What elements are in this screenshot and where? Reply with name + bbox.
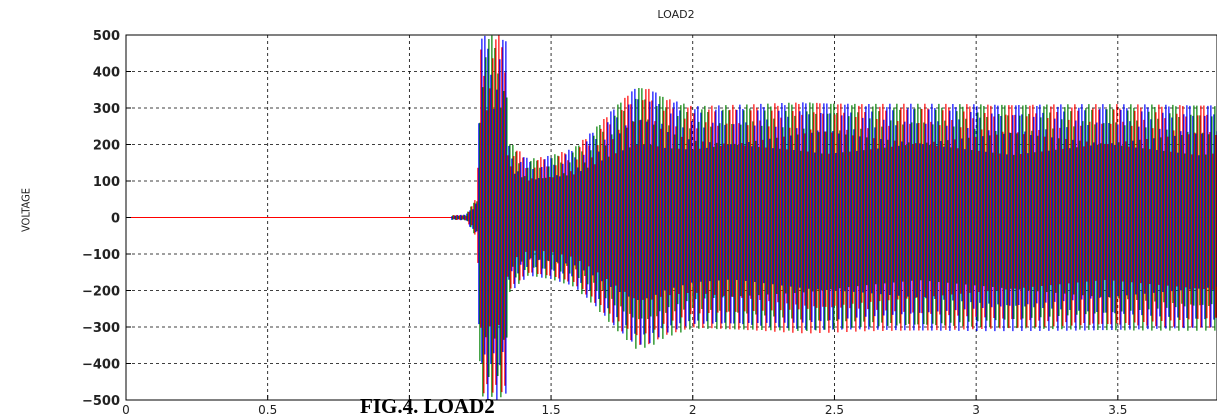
y-axis-title-wrap: VOLTAGE — [6, 180, 46, 240]
y-tick-label: 0 — [111, 212, 120, 227]
y-tick-label: −500 — [82, 394, 120, 409]
x-tick-label: 2.5 — [825, 403, 844, 417]
x-axis: 0 0.5 1 1.5 2 2.5 3 3.5 — [122, 395, 1127, 417]
x-tick-label: 3.5 — [1108, 403, 1127, 417]
x-tick-label: 0 — [122, 403, 130, 417]
y-tick-label: 200 — [93, 139, 120, 154]
y-tick-label: −100 — [82, 248, 120, 263]
figure-caption: FIG.4. LOAD2 — [360, 394, 495, 418]
y-tick-label: 400 — [93, 66, 120, 81]
x-tick-label: 3 — [972, 403, 980, 417]
y-tick-label: 300 — [93, 102, 120, 117]
x-tick-label: 0.5 — [258, 403, 277, 417]
y-axis-title: VOLTAGE — [19, 187, 33, 233]
voltage-waveform — [126, 35, 1217, 400]
y-tick-label: −300 — [82, 321, 120, 336]
y-tick-label: −200 — [82, 285, 120, 300]
chart-title: LOAD2 — [657, 8, 694, 21]
y-tick-label: 500 — [93, 29, 120, 44]
y-tick-label: −400 — [82, 358, 120, 373]
y-axis: 500 400 300 200 100 0 −100 −200 −300 −400 −500 — [82, 29, 131, 409]
x-tick-label: 1.5 — [542, 403, 561, 417]
x-tick-label: 1 — [406, 403, 414, 417]
x-tick-label: 2 — [689, 403, 697, 417]
y-tick-label: 100 — [93, 175, 120, 190]
